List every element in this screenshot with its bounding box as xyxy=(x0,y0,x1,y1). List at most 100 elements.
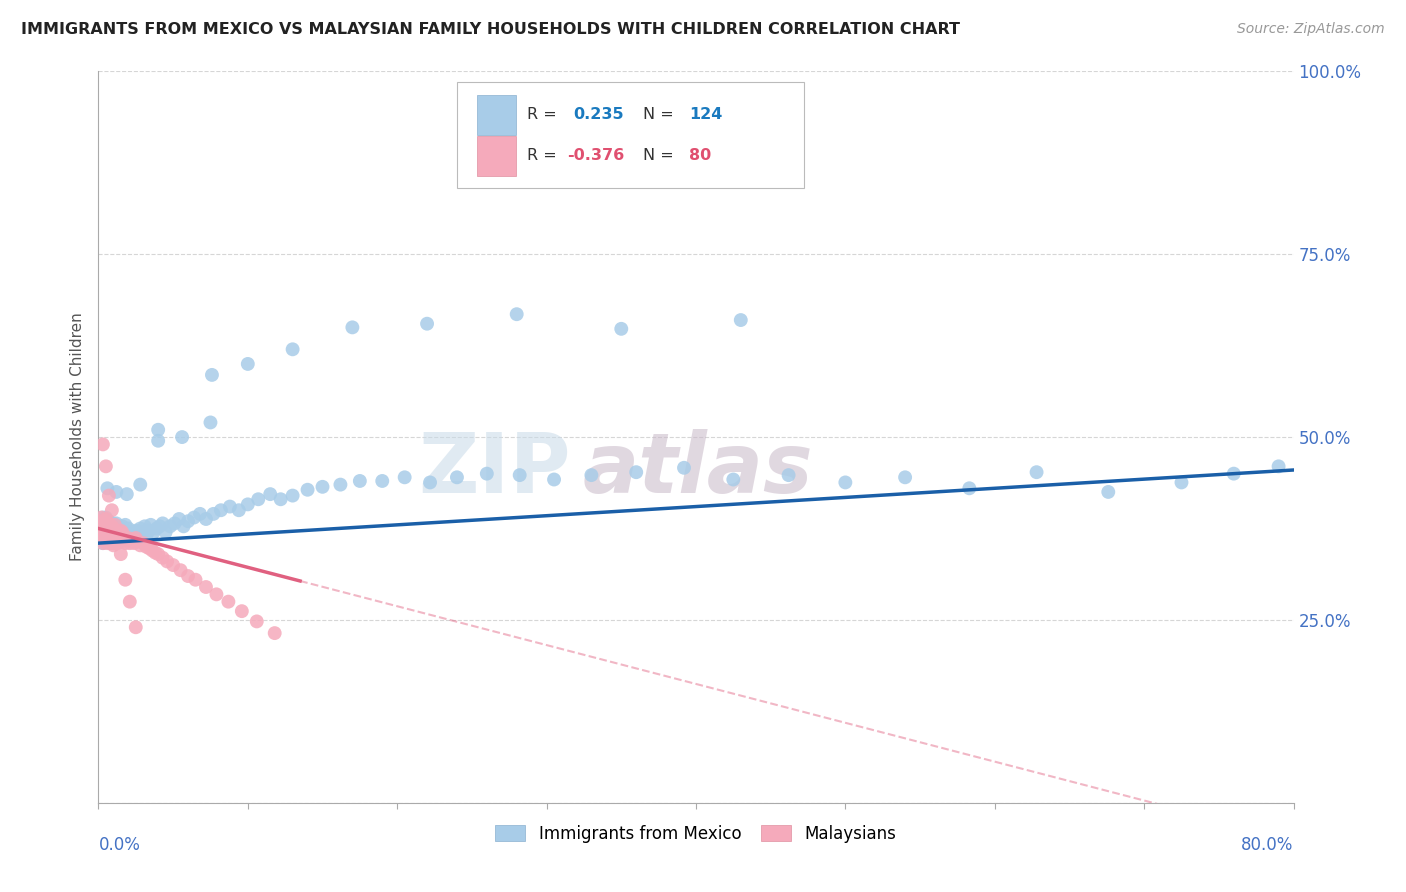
Point xyxy=(104,522,127,536)
Point xyxy=(93,525,115,540)
Point xyxy=(91,526,114,541)
Point xyxy=(247,492,270,507)
Point xyxy=(96,517,118,532)
Text: IMMIGRANTS FROM MEXICO VS MALAYSIAN FAMILY HOUSEHOLDS WITH CHILDREN CORRELATION : IMMIGRANTS FROM MEXICO VS MALAYSIAN FAMI… xyxy=(21,22,960,37)
Text: N =: N = xyxy=(644,107,679,122)
Point xyxy=(98,519,122,533)
Text: Source: ZipAtlas.com: Source: ZipAtlas.com xyxy=(1237,22,1385,37)
Point xyxy=(114,517,136,532)
Text: atlas: atlas xyxy=(582,429,813,510)
Point xyxy=(127,529,149,543)
Point xyxy=(94,524,117,538)
Point xyxy=(143,546,166,560)
Point xyxy=(101,503,124,517)
Point xyxy=(475,467,498,481)
Point xyxy=(97,525,120,540)
FancyBboxPatch shape xyxy=(457,82,804,188)
Point xyxy=(96,517,118,532)
Point xyxy=(138,524,160,538)
Point xyxy=(108,521,131,535)
Point xyxy=(217,594,239,608)
Point xyxy=(236,357,259,371)
Point xyxy=(202,507,225,521)
Point xyxy=(105,525,128,540)
Point xyxy=(94,459,117,474)
Text: 0.235: 0.235 xyxy=(572,107,623,122)
Point xyxy=(111,529,134,543)
Text: 0.0%: 0.0% xyxy=(98,836,141,854)
Point xyxy=(173,519,195,533)
Point xyxy=(108,533,131,548)
Point xyxy=(148,547,170,561)
Point xyxy=(124,536,146,550)
Text: R =: R = xyxy=(527,107,562,122)
Point xyxy=(177,569,200,583)
Point xyxy=(107,529,129,543)
Point xyxy=(114,573,136,587)
Point xyxy=(114,526,136,541)
Point xyxy=(110,533,132,547)
Point xyxy=(134,519,156,533)
Point xyxy=(104,526,127,541)
Y-axis label: Family Households with Children: Family Households with Children xyxy=(69,313,84,561)
Point xyxy=(115,487,138,501)
Point xyxy=(723,473,745,487)
Point xyxy=(145,521,167,535)
Point xyxy=(129,538,152,552)
Point xyxy=(446,470,468,484)
Point xyxy=(957,481,980,495)
Point xyxy=(94,533,117,547)
Point xyxy=(1267,459,1289,474)
Point xyxy=(730,313,752,327)
Point xyxy=(104,531,127,545)
Point xyxy=(94,529,117,543)
Point xyxy=(101,536,124,550)
Point xyxy=(1170,475,1192,490)
Point xyxy=(155,525,177,540)
Point xyxy=(281,343,304,357)
Text: ZIP: ZIP xyxy=(418,429,571,510)
Point xyxy=(120,531,142,545)
Point xyxy=(125,531,148,545)
Point xyxy=(183,510,205,524)
Point xyxy=(129,521,152,535)
Point xyxy=(115,533,138,547)
Point xyxy=(195,580,218,594)
Point xyxy=(97,533,120,548)
Point xyxy=(96,533,118,548)
Point xyxy=(163,516,186,531)
Point xyxy=(97,489,120,503)
Point xyxy=(111,519,134,533)
Point xyxy=(101,529,124,543)
Bar xyxy=(477,136,516,176)
Point xyxy=(195,512,218,526)
Point xyxy=(117,531,139,545)
Point xyxy=(205,587,228,601)
Point xyxy=(90,531,112,545)
Point xyxy=(201,368,224,382)
Point xyxy=(141,543,163,558)
Legend: Immigrants from Mexico, Malaysians: Immigrants from Mexico, Malaysians xyxy=(489,818,903,849)
Text: R =: R = xyxy=(527,148,562,163)
Point xyxy=(104,536,127,550)
Point xyxy=(103,521,125,535)
Bar xyxy=(477,95,516,135)
Point xyxy=(167,512,190,526)
Point xyxy=(120,533,142,548)
Point xyxy=(105,525,128,540)
Point xyxy=(184,573,207,587)
Point xyxy=(117,533,139,547)
Point xyxy=(90,529,112,543)
Point xyxy=(135,529,157,543)
Point xyxy=(115,529,138,543)
Point xyxy=(103,533,125,547)
Point xyxy=(105,533,128,548)
Point xyxy=(209,503,232,517)
Point xyxy=(91,437,114,451)
Point xyxy=(94,533,117,547)
Point xyxy=(127,533,149,548)
Point xyxy=(162,558,184,573)
Point xyxy=(94,512,117,526)
Point xyxy=(148,423,170,437)
Text: -0.376: -0.376 xyxy=(567,148,624,163)
